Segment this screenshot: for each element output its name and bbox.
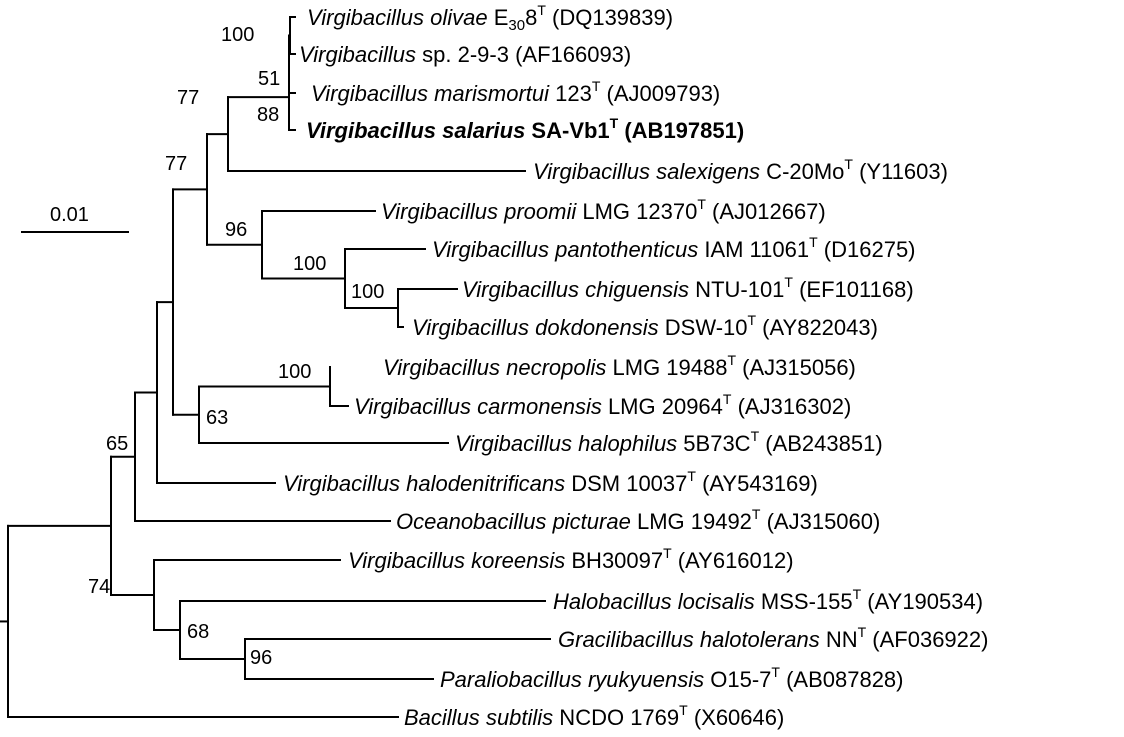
scale-bar: 0.01 (21, 204, 129, 233)
taxon-label: Gracilibacillus halotolerans NNT (AF0369… (558, 624, 988, 652)
bootstrap-value: 77 (165, 153, 187, 175)
bootstrap-value: 96 (225, 219, 247, 241)
bootstrap-value: 96 (250, 647, 272, 669)
taxon-label: Virgibacillus halodenitrificans DSM 1003… (283, 468, 818, 496)
taxon-label: Virgibacillus salexigens C-20MoT (Y11603… (533, 156, 948, 184)
taxon-label: Virgibacillus dokdonensis DSW-10T (AY822… (412, 312, 878, 340)
bootstrap-value: 65 (106, 433, 128, 455)
tree-branches (0, 16, 551, 718)
bootstrap-value: 100 (221, 24, 254, 46)
taxon-label: Virgibacillus sp. 2-9-3 (AF166093) (299, 42, 631, 67)
taxon-label: Virgibacillus proomii LMG 12370T (AJ0126… (381, 196, 826, 224)
bootstrap-value: 68 (187, 621, 209, 643)
scale-bar-label: 0.01 (50, 204, 89, 226)
taxon-label: Virgibacillus olivae E308T (DQ139839) (307, 2, 673, 34)
bootstrap-value: 100 (278, 361, 311, 383)
taxon-label: Virgibacillus chiguensis NTU-101T (EF101… (462, 274, 914, 302)
taxon-label: Virgibacillus halophilus 5B73CT (AB24385… (455, 428, 883, 456)
bootstrap-value: 77 (177, 87, 199, 109)
taxon-label: Virgibacillus marismortui 123T (AJ009793… (311, 78, 720, 106)
taxon-label: Virgibacillus pantothenticus IAM 11061T … (432, 234, 916, 262)
leaf-labels: Virgibacillus olivae E308T (DQ139839) Vir… (283, 2, 988, 730)
bootstrap-value: 88 (257, 104, 279, 126)
taxon-label: Virgibacillus koreensis BH30097T (AY6160… (348, 545, 794, 573)
bootstrap-value: 100 (351, 281, 384, 303)
taxon-label: Oceanobacillus picturae LMG 19492T (AJ31… (396, 506, 880, 534)
bootstrap-value: 100 (293, 253, 326, 275)
bootstrap-value: 63 (206, 407, 228, 429)
taxon-label: Paraliobacillus ryukyuensis O15-7T (AB08… (440, 664, 904, 692)
bootstrap-value: 51 (258, 68, 280, 90)
bootstrap-value: 74 (88, 576, 110, 598)
taxon-label: Virgibacillus carmonensis LMG 20964T (AJ… (354, 391, 851, 419)
taxon-label: Halobacillus locisalis MSS-155T (AY19053… (553, 586, 983, 614)
taxon-label: Virgibacillus necropolis LMG 19488T (AJ3… (383, 352, 856, 380)
taxon-label: Virgibacillus salarius SA-Vb1T (AB197851… (306, 115, 744, 143)
taxon-label: Bacillus subtilis NCDO 1769T (X60646) (404, 702, 784, 730)
